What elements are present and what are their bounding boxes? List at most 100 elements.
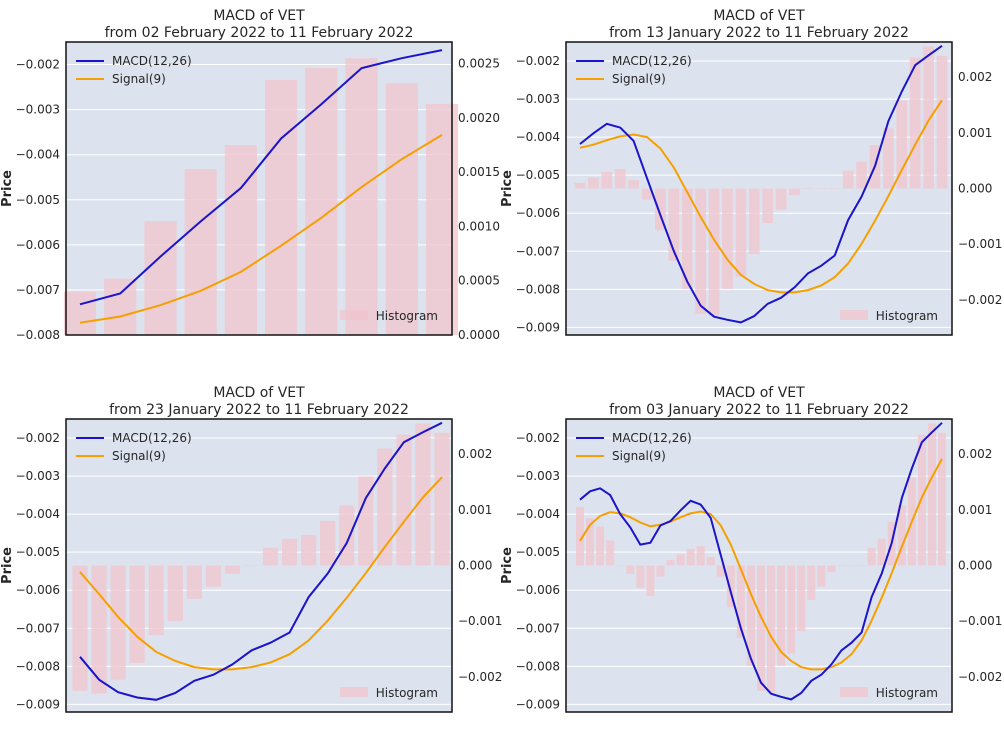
histogram-bar [586,518,595,566]
histogram-bar [815,188,827,189]
y2-tick-label: 0.0025 [458,57,500,71]
histogram-bar [129,565,145,663]
histogram-bar [148,565,164,636]
histogram-bar [425,103,459,335]
macd-chart-1: −0.008 −0.007 −0.006 −0.005 −0.004 −0.003 −0.0… [0,8,500,342]
legend-macd-label: MACD(12,26) [112,54,192,68]
y2-tick-label: 0.001 [958,503,992,517]
y-tick-label: −0.007 [516,621,560,635]
signal-line [579,99,943,294]
chart-subtitle: from 03 January 2022 to 11 February 2022 [609,402,909,418]
histogram-bar [184,168,217,335]
y-tick-label: −0.008 [516,659,560,673]
histogram-bar [614,169,626,189]
y2-tick-label: 0.002 [958,447,992,461]
histogram-bar [909,57,921,189]
macd-line [579,44,943,324]
histogram-bar [668,188,680,261]
y2-tick-label: 0.002 [958,70,992,84]
y-tick-label: −0.008 [16,659,60,673]
y-tick-label: −0.002 [516,431,560,445]
histogram-bar [636,565,645,588]
histogram-bar [358,476,374,566]
y2-tick-label: 0.001 [958,126,992,140]
histogram-bar [72,565,88,691]
histogram-bar [937,432,947,566]
histogram-bar [434,432,450,566]
histogram-bar [345,58,378,336]
histogram-bar [726,565,735,608]
y-tick-label: −0.004 [516,507,560,521]
legend-histogram-label: Histogram [376,309,438,323]
histogram-bar [827,565,836,573]
histogram-bar [706,557,715,566]
y2-tick-label: −0.002 [458,670,502,684]
legend: MACD(12,26) Signal(9) [576,431,692,463]
histogram-bar [722,188,733,289]
legend-signal-label: Signal(9) [612,449,666,463]
signal-line [79,134,443,324]
legend-histogram: Histogram [840,686,938,700]
y-tick-label: −0.004 [16,148,60,162]
histogram-bar [735,188,747,277]
macd-chart-4: −0.009 −0.008 −0.007 −0.006 −0.005 −0.004 −0.0… [500,385,1002,713]
histogram-bar [385,83,418,336]
histogram-bar [305,68,338,336]
y-tick-label: −0.002 [16,58,60,72]
histogram-bar [301,534,317,566]
y-tick-label: −0.009 [516,320,560,334]
histogram-bar [144,221,177,335]
histogram-bar [777,565,786,666]
histogram-bar [616,565,625,566]
histogram-bar [857,565,866,566]
histogram-bar [787,565,796,654]
y2-tick-label: 0.001 [458,503,492,517]
histogram-bar [708,188,720,316]
chart-title: MACD of VET [713,385,805,401]
histogram-bar [847,565,856,566]
histogram-bar [756,565,766,691]
histogram-bar [797,565,806,632]
histogram-bar [927,423,936,566]
histogram-bar [641,188,653,200]
legend-histogram: Histogram [340,309,438,323]
plot-frame [565,418,953,713]
histogram-bar [681,188,693,289]
histogram-bar [829,188,841,189]
histogram-bar [588,177,599,189]
y2-tick-label: 0.000 [958,559,992,573]
histogram-bar [676,554,685,566]
y-tick-label: −0.005 [16,193,60,207]
y-tick-label: −0.003 [16,103,60,117]
histogram-bar [262,547,279,566]
histogram-bar [789,188,800,196]
histogram-bar [883,128,894,189]
legend-signal-label: Signal(9) [112,72,166,86]
y2-tick-label: 0.0010 [458,219,500,233]
histogram-bar [110,565,126,680]
legend-signal-label: Signal(9) [612,72,666,86]
legend-histogram: Histogram [840,309,938,323]
histogram-bar [802,188,814,189]
y2-tick-label: 0.002 [458,447,492,461]
legend-histogram-label: Histogram [876,686,938,700]
histogram-bar [281,538,298,566]
y2-tick-label: −0.001 [958,237,1002,251]
y-axis-label: Price [0,170,15,207]
histogram-bar [762,188,774,224]
y-tick-label: −0.002 [516,54,560,68]
histogram-bar [695,188,707,314]
y2-tick-label: 0.0020 [458,111,500,125]
y2-tick-label: 0.0015 [458,165,500,179]
plot-frame [565,41,953,336]
legend-histogram-swatch [840,687,868,697]
histogram-bar [686,548,695,566]
histogram-bar [377,448,393,566]
y2-tick-label: 0.0000 [458,328,500,342]
y-tick-label: −0.006 [516,206,560,220]
histogram-bar [775,188,787,210]
histogram-bar [575,507,585,566]
histogram-bar [628,180,639,189]
legend-histogram-swatch [340,687,368,697]
macd-line [79,49,443,306]
